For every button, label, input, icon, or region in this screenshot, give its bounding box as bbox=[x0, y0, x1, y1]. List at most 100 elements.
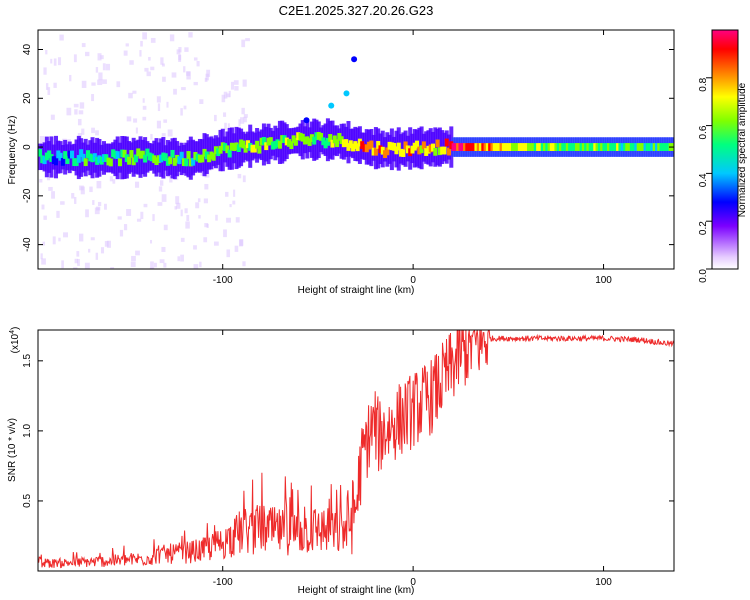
spectrogram-ridge-cell bbox=[664, 143, 669, 151]
snr-series-line bbox=[38, 330, 674, 569]
spectrogram-noise-cell bbox=[91, 82, 96, 86]
spectrogram-ridge-halo bbox=[323, 123, 328, 156]
spectrogram-ridge-cell bbox=[540, 143, 545, 151]
spectrogram-noise-cell bbox=[226, 93, 230, 98]
spectrogram-ridge-cell bbox=[335, 139, 340, 148]
spectrogram-ridge-cell bbox=[47, 150, 52, 159]
spectrogram-ridge-halo bbox=[145, 141, 150, 173]
spectrogram-ridge-cell bbox=[643, 143, 648, 151]
spectrogram-ridge-cell bbox=[568, 143, 573, 151]
spectrogram-noise-cell bbox=[89, 186, 93, 193]
spectrogram-ridge-cell bbox=[284, 137, 289, 146]
spectrogram-ridge-cell bbox=[403, 141, 408, 150]
spectrogram-noise-cell bbox=[223, 229, 227, 238]
spectrogram-ridge-cell bbox=[108, 158, 113, 167]
spectrogram-ridge-cell bbox=[584, 143, 589, 151]
spectrogram-noise-cell bbox=[94, 207, 100, 215]
spectrogram-x-tick-label: -100 bbox=[213, 275, 233, 286]
spectrogram-ridge-halo bbox=[351, 128, 356, 159]
colorbar-tick-label: 0.2 bbox=[698, 221, 709, 235]
spectrogram-noise-cell bbox=[96, 180, 102, 189]
spectrogram-noise-cell bbox=[158, 186, 163, 192]
spectrogram-ridge-cell bbox=[435, 139, 440, 148]
spectrogram-ridge-cell bbox=[465, 143, 470, 151]
spectrogram-ridge-cell bbox=[426, 145, 431, 154]
spectrogram-ridge-cell bbox=[392, 142, 397, 151]
spectrogram-y-tick-label: 20 bbox=[22, 92, 33, 104]
spectrogram-noise-cell bbox=[242, 175, 246, 183]
spectrogram-ridge-cell bbox=[364, 144, 369, 153]
spectrogram-noise-cell bbox=[100, 55, 104, 60]
spectrogram-ridge-cell bbox=[346, 143, 351, 151]
spectrogram-ridge-cell bbox=[303, 136, 308, 145]
spectrogram-ridge-cell bbox=[529, 143, 534, 151]
spectrogram-ridge-cell bbox=[638, 143, 643, 151]
spectrogram-noise-cell bbox=[77, 118, 82, 126]
spectrogram-ridge-cell bbox=[362, 143, 367, 152]
spectrogram-ridge-cell bbox=[554, 143, 559, 151]
spectrogram-ridge-halo bbox=[424, 131, 429, 164]
spectrogram-noise-cell bbox=[39, 136, 45, 144]
spectrogram-ridge-cell bbox=[453, 143, 458, 151]
spectrogram-noise-cell bbox=[243, 116, 247, 123]
spectrogram-noise-cell bbox=[139, 50, 142, 57]
spectrogram-noise-cell bbox=[104, 203, 107, 210]
spectrogram-ridge-cell bbox=[609, 143, 614, 151]
spectrogram-noise-cell bbox=[51, 191, 55, 199]
spectrogram-noise-cell bbox=[227, 123, 230, 130]
spectrogram-noise-cell bbox=[126, 209, 132, 216]
snr-marks bbox=[38, 330, 674, 569]
spectrogram-noise-cell bbox=[84, 262, 90, 269]
spectrogram-ridge-cell bbox=[131, 157, 136, 166]
spectrogram-ridge-cell bbox=[289, 141, 294, 150]
spectrogram-noise-cell bbox=[150, 133, 153, 140]
spectrogram-noise-cell bbox=[176, 202, 181, 209]
spectrogram-ridge-cell bbox=[175, 154, 180, 163]
spectrogram-ridge-cell bbox=[549, 143, 554, 151]
spectrogram-ridge-halo bbox=[296, 126, 301, 154]
spectrogram-noise-cell bbox=[180, 254, 184, 262]
spectrogram-y-tick-label: 0 bbox=[22, 144, 33, 150]
spectrogram-noise-cell bbox=[48, 186, 53, 191]
spectrogram-noise-cell bbox=[226, 249, 231, 258]
spectrogram-noise-cell bbox=[78, 110, 84, 115]
spectrogram-x-label: Height of straight line (km) bbox=[298, 285, 415, 296]
spectrogram-noise-cell bbox=[160, 57, 164, 65]
spectrogram-noise-cell bbox=[183, 105, 187, 110]
spectrogram-ridge-cell bbox=[428, 144, 433, 153]
spectrogram-ridge-cell bbox=[293, 137, 298, 146]
spectrogram-ridge-cell bbox=[437, 147, 442, 156]
spectrogram-ridge-cell bbox=[309, 134, 314, 142]
spectrogram-ridge-cell bbox=[451, 143, 456, 151]
spectrogram-noise-cell bbox=[152, 214, 155, 222]
spectrogram-ridge-cell bbox=[72, 158, 77, 167]
spectrogram-noise-cell bbox=[102, 79, 107, 84]
spectrogram-ridge-cell bbox=[282, 135, 287, 144]
spectrogram-noise-cell bbox=[74, 109, 78, 115]
spectrogram-ridge-cell bbox=[287, 139, 292, 147]
spectrogram-noise-cell bbox=[136, 218, 142, 222]
spectrogram-noise-cell bbox=[149, 267, 155, 269]
spectrogram-ridge-halo bbox=[117, 142, 122, 173]
spectrogram-noise-cell bbox=[166, 101, 169, 108]
spectrogram-noise-cell bbox=[76, 251, 80, 257]
spectrogram-ridge-cell bbox=[636, 143, 641, 151]
spectrogram-ridge-cell bbox=[218, 145, 223, 154]
spectrogram-ridge-cell bbox=[63, 151, 68, 159]
spectrogram-noise-cell bbox=[45, 49, 48, 55]
spectrogram-ridge-cell bbox=[337, 133, 342, 141]
spectrogram-ridge-cell bbox=[533, 143, 538, 151]
snr-y-tick-label: 1.5 bbox=[22, 353, 33, 367]
spectrogram-noise-cell bbox=[142, 32, 147, 40]
spectrogram-noise-cell bbox=[56, 210, 60, 218]
spectrogram-noise-cell bbox=[224, 122, 227, 131]
spectrogram-ridge-halo bbox=[346, 121, 351, 164]
spectrogram-noise-cell bbox=[173, 88, 177, 95]
spectrogram-ridge-cell bbox=[40, 155, 45, 164]
spectrogram-noise-cell bbox=[125, 43, 129, 47]
spectrogram-ridge-cell bbox=[122, 149, 127, 158]
spectrogram-ridge-cell bbox=[120, 149, 125, 158]
spectrogram-ridge-cell bbox=[410, 145, 415, 154]
spectrogram-noise-cell bbox=[234, 245, 239, 252]
spectrogram-ridge-cell bbox=[474, 143, 479, 151]
